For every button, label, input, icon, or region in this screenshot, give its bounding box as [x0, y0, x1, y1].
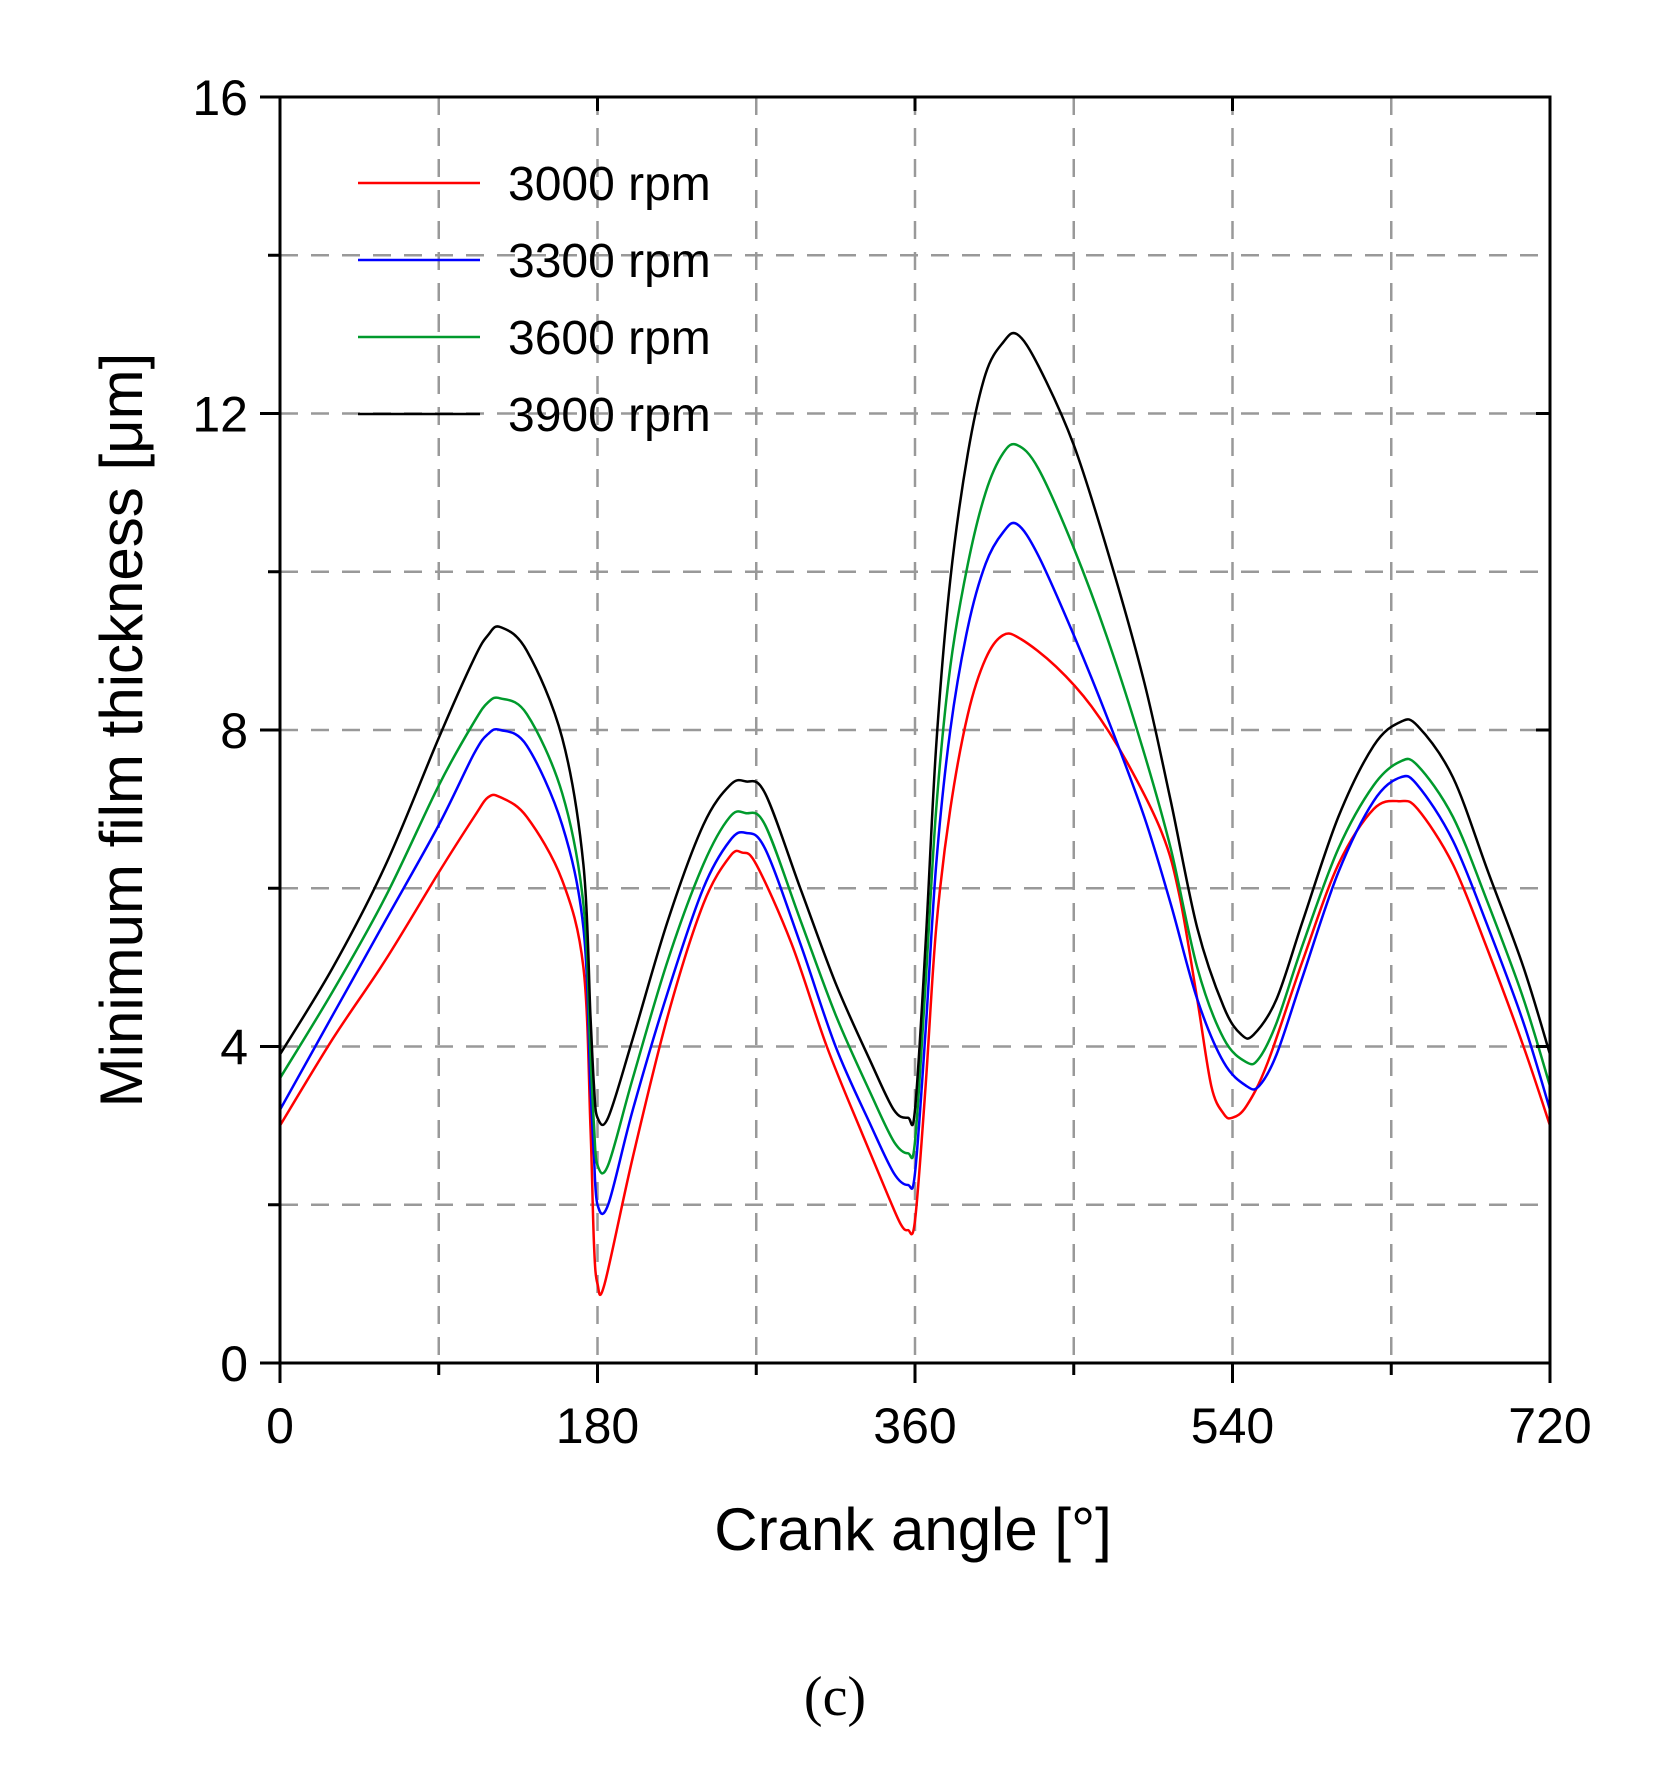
series-line-3900-rpm — [278, 331, 1552, 1127]
y-tick-label-12: 12 — [192, 387, 248, 443]
y-tick-label-16: 16 — [192, 70, 248, 126]
y-tick-label-0: 0 — [220, 1336, 248, 1392]
y-tick-label-4: 4 — [220, 1020, 248, 1076]
legend-label-3600-rpm: 3600 rpm — [508, 312, 711, 365]
y-axis-title: Minimum film thickness [μm] — [88, 353, 155, 1108]
series-line-3600-rpm — [278, 442, 1552, 1175]
legend-label-3900-rpm: 3900 rpm — [508, 389, 711, 442]
legend-label-3300-rpm: 3300 rpm — [508, 235, 711, 288]
ticks-group: 0 180 360 540 720 0 4 8 12 16 — [192, 70, 1591, 1454]
x-tick-label-360: 360 — [873, 1398, 956, 1454]
x-tick-label-540: 540 — [1191, 1398, 1274, 1454]
series-group — [278, 331, 1552, 1297]
y-tick-label-8: 8 — [220, 703, 248, 759]
legend: 3000 rpm 3300 rpm 3600 rpm 3900 rpm — [358, 158, 711, 442]
x-tick-label-0: 0 — [266, 1398, 294, 1454]
x-tick-label-180: 180 — [556, 1398, 639, 1454]
figure-caption: (c) — [804, 1666, 866, 1728]
x-tick-label-720: 720 — [1508, 1398, 1591, 1454]
grid-lines — [280, 97, 1550, 1363]
x-axis-title: Crank angle [°] — [714, 1496, 1112, 1563]
legend-label-3000-rpm: 3000 rpm — [508, 158, 711, 211]
series-line-3000-rpm — [278, 632, 1552, 1297]
series-line-3300-rpm — [278, 521, 1552, 1216]
